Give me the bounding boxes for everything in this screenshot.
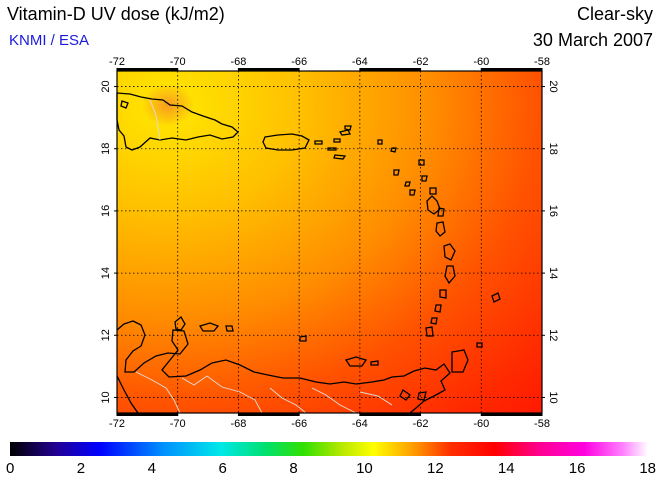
dose-field [117,71,542,413]
axis-labels: -72 -72 -70 -70 -68 -68 -66 -66 -64 -64 -62 -62 -60 -… [100,56,559,430]
lon-label: -68 [230,418,246,430]
lon-label: -64 [352,56,368,68]
lat-label: 16 [100,205,112,217]
lat-label: 20 [547,80,559,92]
lat-label: 16 [547,205,559,217]
colorbar-label: 6 [218,460,226,477]
colorbar-label: 10 [356,460,373,477]
map-frame [116,70,543,414]
lat-label: 18 [547,143,559,155]
lat-label: 14 [100,267,112,279]
lon-label: -62 [413,56,429,68]
lat-label: 18 [100,143,112,155]
lon-label: -58 [534,418,550,430]
colorbar-label: 8 [289,460,297,477]
colorbar [10,442,648,456]
lat-label: 12 [547,329,559,341]
credit-label: KNMI / ESA [9,32,90,49]
lat-label: 20 [100,80,112,92]
date-label: 30 March 2007 [532,30,653,50]
lon-label: -66 [291,418,307,430]
lat-label: 10 [100,391,112,403]
colorbar-label: 16 [569,460,586,477]
borders [135,99,393,414]
colorbar-label: 0 [6,460,14,477]
lon-label: -68 [230,56,246,68]
colorbar-labels: 0 2 4 6 8 10 12 14 16 18 [6,460,656,477]
axis-ticks [114,68,545,416]
colorbar-label: 14 [498,460,515,477]
lon-label: -70 [170,418,186,430]
lon-label: -58 [534,56,550,68]
lon-label: -70 [170,56,186,68]
colorbar-label: 2 [77,460,85,477]
map-title: Vitamin-D UV dose (kJ/m2) [7,4,225,24]
lon-label: -72 [109,56,125,68]
lon-label: -60 [473,56,489,68]
sky-condition-label: Clear-sky [576,4,653,24]
lon-label: -62 [413,418,429,430]
lat-label: 10 [547,391,559,403]
lat-label: 14 [547,267,559,279]
colorbar-label: 12 [427,460,444,477]
lon-label: -72 [109,418,125,430]
lat-label: 12 [100,329,112,341]
colorbar-label: 18 [639,460,656,477]
lon-label: -60 [473,418,489,430]
coastlines [116,92,501,414]
colorbar-label: 4 [148,460,156,477]
lon-label: -64 [352,418,368,430]
lon-label: -66 [291,56,307,68]
